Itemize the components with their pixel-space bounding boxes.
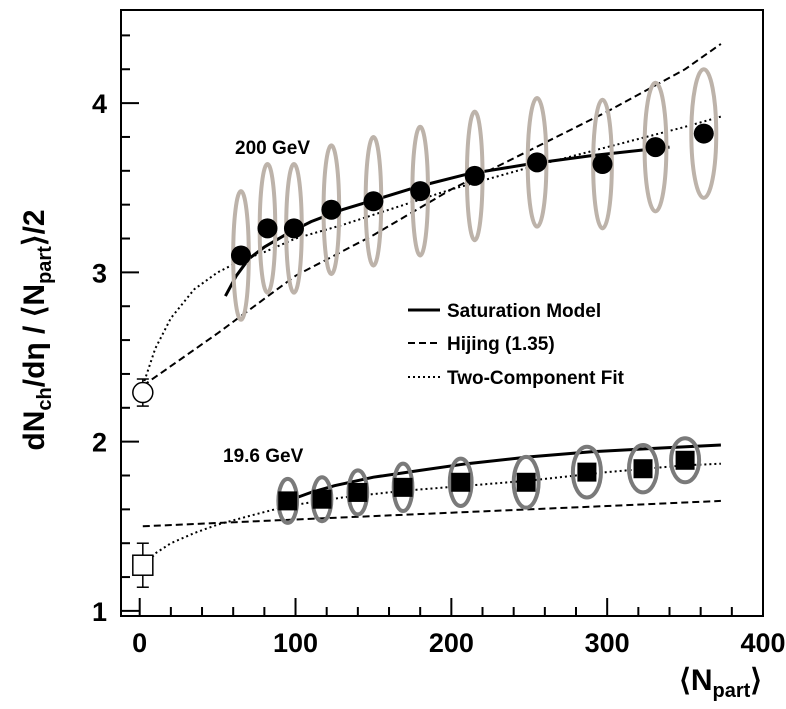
data-point-square xyxy=(278,491,298,511)
uncertainty-ellipse xyxy=(626,443,660,495)
data-point-circle xyxy=(321,199,342,220)
uncertainty-ellipse xyxy=(511,454,541,510)
curve-dashed xyxy=(142,499,721,528)
data-point-circle xyxy=(410,181,431,202)
y-axis-title: dNch/dη / ⟨Npart⟩/2 xyxy=(18,209,56,450)
data-point-circle xyxy=(592,154,613,175)
plot-frame xyxy=(120,9,764,617)
x-tick-label: 100 xyxy=(273,628,318,658)
curve-solid xyxy=(287,443,721,503)
data-point-circle xyxy=(645,137,666,158)
uncertainty-ellipse xyxy=(642,80,669,214)
x-tick-label: 0 xyxy=(132,628,147,658)
x-tick-label: 300 xyxy=(585,628,630,658)
points-layer xyxy=(132,123,714,588)
legend-label-hijing: Hijing (1.35) xyxy=(447,334,555,355)
legend: Saturation Model Hijing (1.35) Two-Compo… xyxy=(408,301,625,389)
data-point-square xyxy=(451,472,471,492)
data-point-circle xyxy=(527,152,548,173)
annotation-19-6-gev: 19.6 GeV xyxy=(223,446,304,467)
data-point-circle xyxy=(257,218,278,239)
tick-labels-layer: 0 100 200 300 400 1 2 3 4 xyxy=(92,89,786,658)
data-point-circle xyxy=(464,165,485,186)
data-point-square xyxy=(633,459,653,479)
legend-label-saturation-model: Saturation Model xyxy=(447,301,601,322)
x-tick-label: 200 xyxy=(429,628,474,658)
curve-dotted xyxy=(142,462,721,570)
annotation-200-gev: 200 GeV xyxy=(235,138,310,159)
uncertainty-ellipse xyxy=(570,444,603,500)
data-point-circle xyxy=(230,245,251,266)
data-point-open-square xyxy=(132,554,154,576)
data-point-circle xyxy=(283,218,304,239)
x-tick-label: 400 xyxy=(740,628,785,658)
y-tick-label: 2 xyxy=(92,428,107,458)
data-point-square xyxy=(516,472,536,492)
x-axis-title: ⟨Npart⟩ xyxy=(679,664,762,702)
uncertainty-ellipse xyxy=(669,436,702,485)
data-point-square xyxy=(348,482,368,502)
y-tick-label: 1 xyxy=(92,597,107,627)
y-tick-label: 3 xyxy=(92,258,107,288)
data-point-square xyxy=(312,489,332,509)
curve-dotted xyxy=(141,115,722,387)
uncertainty-ellipse xyxy=(689,67,719,200)
data-point-open-circle xyxy=(132,381,154,404)
uncertainty-ellipse xyxy=(447,456,474,508)
y-tick-label: 4 xyxy=(92,89,107,119)
data-point-square xyxy=(577,462,597,482)
data-point-circle xyxy=(693,123,714,144)
legend-label-two-component-fit: Two-Component Fit xyxy=(447,368,625,389)
curve-dashed xyxy=(142,43,722,387)
data-point-square xyxy=(675,450,695,470)
data-point-circle xyxy=(363,191,384,212)
data-point-square xyxy=(393,477,413,497)
ticks-layer xyxy=(121,34,764,616)
